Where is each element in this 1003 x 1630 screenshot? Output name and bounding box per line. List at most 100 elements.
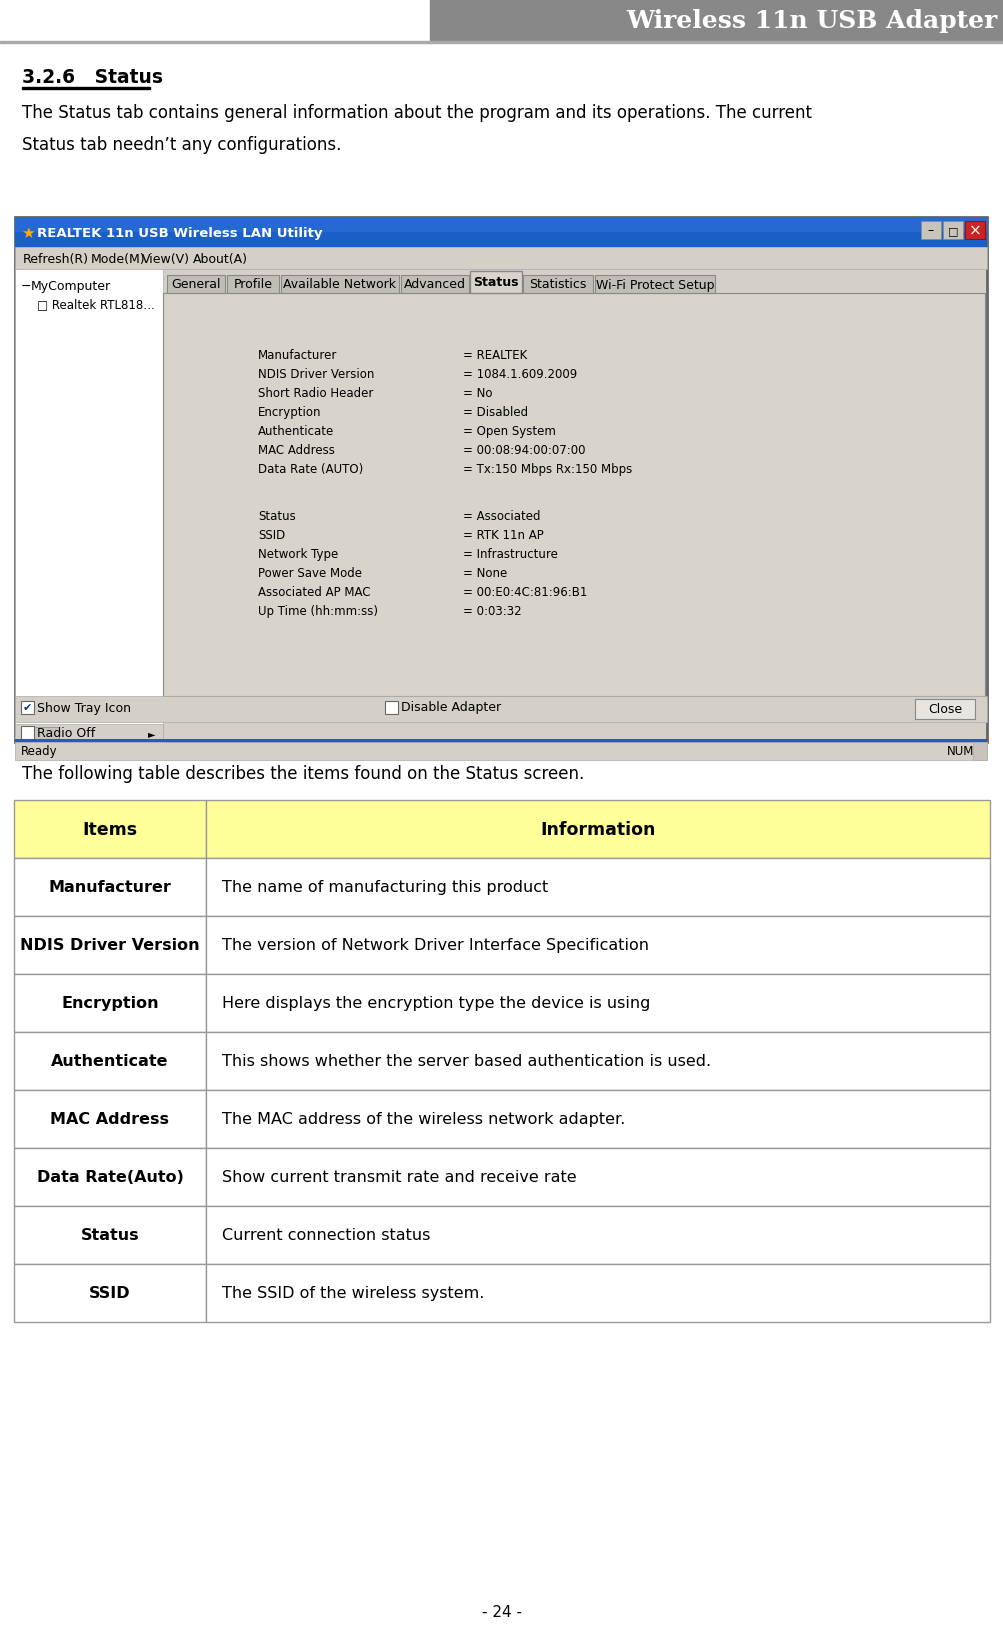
Bar: [15, 725, 162, 743]
Text: Authenticate: Authenticate: [51, 1055, 169, 1069]
Bar: [15, 218, 986, 743]
Bar: [162, 293, 984, 696]
Text: –: –: [927, 225, 933, 238]
Text: = Associated: = Associated: [462, 510, 540, 523]
Text: The SSID of the wireless system.: The SSID of the wireless system.: [222, 1286, 483, 1301]
Text: SSID: SSID: [258, 528, 285, 541]
Bar: [15, 271, 162, 743]
Text: Radio Off: Radio Off: [37, 727, 95, 740]
Bar: [15, 218, 986, 248]
Text: NUM: NUM: [946, 745, 973, 758]
Text: The Status tab contains general information about the program and its operations: The Status tab contains general informat…: [22, 104, 811, 122]
Text: Status: Status: [258, 510, 296, 523]
Text: SSID: SSID: [89, 1286, 130, 1301]
Text: MAC Address: MAC Address: [50, 1112, 170, 1126]
Text: Encryption: Encryption: [61, 996, 158, 1011]
Text: The following table describes the items found on the Status screen.: The following table describes the items …: [22, 764, 584, 782]
Text: Profile: Profile: [234, 279, 272, 292]
Text: ◄: ◄: [21, 729, 28, 738]
Text: NDIS Driver Version: NDIS Driver Version: [258, 368, 374, 381]
Text: = 0:03:32: = 0:03:32: [462, 605, 522, 618]
Text: About(A): About(A): [194, 253, 248, 266]
Bar: [206, 975, 989, 1032]
Bar: [206, 1148, 989, 1206]
Text: Short Radio Header: Short Radio Header: [258, 386, 373, 399]
Bar: [206, 859, 989, 916]
Text: Advanced: Advanced: [403, 279, 465, 292]
Text: = Open System: = Open System: [462, 425, 556, 438]
Text: = Tx:150 Mbps Rx:150 Mbps: = Tx:150 Mbps Rx:150 Mbps: [462, 463, 632, 476]
Bar: [206, 1265, 989, 1322]
Text: Disable Adapter: Disable Adapter: [400, 701, 500, 714]
Bar: [21, 727, 34, 740]
Text: = Disabled: = Disabled: [462, 406, 528, 419]
Text: = Infrastructure: = Infrastructure: [462, 548, 558, 561]
Text: Network Type: Network Type: [258, 548, 338, 561]
Text: = 1084.1.609.2009: = 1084.1.609.2009: [462, 368, 577, 381]
Text: Authenticate: Authenticate: [258, 425, 334, 438]
Bar: [15, 696, 986, 722]
Text: Data Rate(Auto): Data Rate(Auto): [36, 1170, 184, 1185]
Text: □ Realtek RTL818…: □ Realtek RTL818…: [37, 298, 154, 311]
Bar: [227, 275, 279, 293]
Text: = 00:E0:4C:81:96:B1: = 00:E0:4C:81:96:B1: [462, 585, 587, 598]
Bar: [31, 727, 59, 740]
Text: Current connection status: Current connection status: [222, 1227, 430, 1242]
Text: NDIS Driver Version: NDIS Driver Version: [20, 937, 200, 954]
Bar: [206, 1090, 989, 1148]
Text: ×: ×: [968, 223, 980, 238]
Bar: [14, 1148, 206, 1206]
Text: - 24 -: - 24 -: [481, 1604, 522, 1619]
Bar: [469, 272, 522, 293]
Bar: [166, 275, 225, 293]
Bar: [206, 800, 989, 859]
Text: View(V): View(V): [142, 253, 190, 266]
Text: Information: Information: [540, 820, 655, 838]
Text: Manufacturer: Manufacturer: [258, 349, 337, 362]
Bar: [0, 42, 1003, 44]
Bar: [964, 222, 984, 240]
Bar: [21, 701, 34, 714]
Text: Wi-Fi Protect Setup: Wi-Fi Protect Setup: [595, 279, 713, 292]
Text: □: □: [947, 227, 957, 236]
Bar: [14, 1265, 206, 1322]
Text: ★: ★: [21, 225, 34, 240]
Text: Here displays the encryption type the device is using: Here displays the encryption type the de…: [222, 996, 650, 1011]
Text: Show Tray Icon: Show Tray Icon: [37, 701, 130, 714]
Text: ►: ►: [147, 729, 154, 738]
Text: Manufacturer: Manufacturer: [48, 880, 172, 895]
Bar: [15, 218, 986, 233]
Bar: [972, 743, 986, 761]
Bar: [14, 1032, 206, 1090]
Text: Wireless 11n USB Adapter: Wireless 11n USB Adapter: [626, 10, 997, 33]
Text: The MAC address of the wireless network adapter.: The MAC address of the wireless network …: [222, 1112, 625, 1126]
Bar: [15, 740, 986, 743]
Bar: [942, 222, 962, 240]
Text: = No: = No: [462, 386, 492, 399]
Text: = 00:08:94:00:07:00: = 00:08:94:00:07:00: [462, 443, 585, 456]
Text: = None: = None: [462, 567, 507, 580]
Text: = REALTEK: = REALTEK: [462, 349, 527, 362]
Bar: [14, 1090, 206, 1148]
Text: REALTEK 11n USB Wireless LAN Utility: REALTEK 11n USB Wireless LAN Utility: [37, 227, 322, 240]
Bar: [14, 800, 206, 859]
Text: Status: Status: [472, 277, 519, 289]
Text: Encryption: Encryption: [258, 406, 321, 419]
Bar: [914, 699, 974, 719]
Text: The version of Network Driver Interface Specification: The version of Network Driver Interface …: [222, 937, 648, 954]
Bar: [15, 248, 986, 271]
Text: Refresh(R): Refresh(R): [23, 253, 89, 266]
Bar: [920, 222, 940, 240]
Bar: [15, 743, 986, 761]
Text: General: General: [172, 279, 221, 292]
Bar: [400, 275, 468, 293]
Text: Status: Status: [80, 1227, 139, 1242]
Bar: [206, 1032, 989, 1090]
Text: This shows whether the server based authentication is used.: This shows whether the server based auth…: [222, 1055, 710, 1069]
Text: Statistics: Statistics: [529, 279, 586, 292]
Bar: [429, 0, 1003, 42]
Bar: [595, 275, 714, 293]
Text: Data Rate (AUTO): Data Rate (AUTO): [258, 463, 363, 476]
Text: Items: Items: [82, 820, 137, 838]
Text: ✔: ✔: [23, 703, 32, 712]
